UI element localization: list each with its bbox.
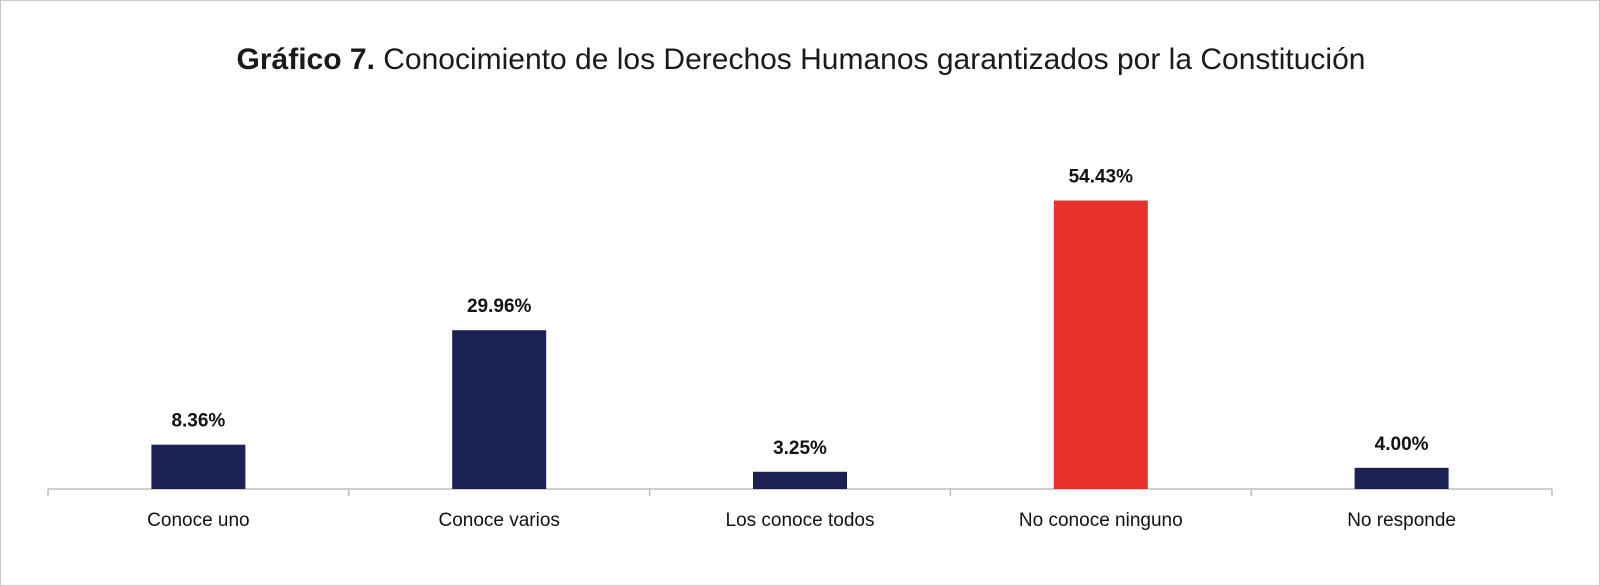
data-label: 3.25%	[773, 438, 827, 459]
bar	[452, 330, 547, 489]
data-label: 8.36%	[171, 411, 225, 432]
bar	[1053, 200, 1148, 489]
data-label: 54.43%	[1069, 167, 1134, 188]
chart-title: Gráfico 7. Conocimiento de los Derechos …	[1, 43, 1600, 77]
category-label: Conoce uno	[147, 510, 249, 531]
bar	[753, 471, 847, 489]
category-label: No conoce ninguno	[1019, 510, 1183, 531]
bar	[1354, 467, 1449, 489]
bar	[151, 444, 246, 489]
data-label: 4.00%	[1375, 434, 1429, 455]
chart-title-prefix: Gráfico 7.	[236, 43, 375, 76]
category-label: Conoce varios	[438, 510, 559, 531]
chart-title-text: Conocimiento de los Derechos Humanos gar…	[383, 43, 1366, 76]
category-label: No responde	[1347, 510, 1456, 531]
data-label: 29.96%	[467, 296, 532, 317]
category-label: Los conoce todos	[726, 510, 875, 531]
